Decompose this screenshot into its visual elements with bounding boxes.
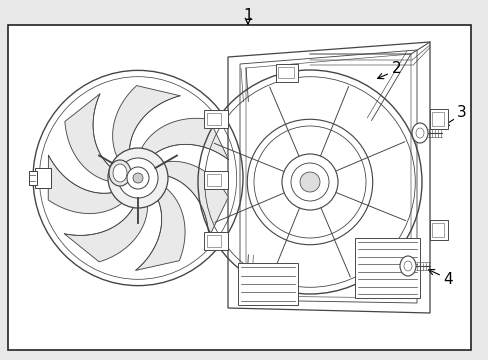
Bar xyxy=(203,232,227,250)
Polygon shape xyxy=(148,161,228,237)
Circle shape xyxy=(290,163,328,201)
Circle shape xyxy=(108,148,168,208)
Circle shape xyxy=(127,167,149,189)
Polygon shape xyxy=(48,155,133,213)
Bar xyxy=(354,238,419,298)
Polygon shape xyxy=(135,180,184,270)
Circle shape xyxy=(118,158,158,198)
Bar xyxy=(203,171,227,189)
Polygon shape xyxy=(137,118,228,166)
Bar xyxy=(275,64,297,82)
Bar xyxy=(431,112,443,126)
Circle shape xyxy=(282,154,337,210)
Bar xyxy=(29,171,37,185)
Text: 4: 4 xyxy=(442,273,452,288)
Text: 1: 1 xyxy=(243,8,252,23)
Circle shape xyxy=(299,172,319,192)
Bar xyxy=(35,168,51,188)
Polygon shape xyxy=(65,94,125,183)
Ellipse shape xyxy=(113,164,127,182)
Ellipse shape xyxy=(399,256,415,276)
Bar xyxy=(203,110,227,128)
Bar xyxy=(429,109,447,129)
Bar xyxy=(206,113,221,125)
Bar xyxy=(206,174,221,186)
Ellipse shape xyxy=(403,261,411,271)
Bar xyxy=(277,67,293,78)
Ellipse shape xyxy=(415,128,423,138)
Bar xyxy=(238,263,297,305)
Text: 3: 3 xyxy=(456,104,466,120)
Text: 2: 2 xyxy=(391,60,401,76)
Polygon shape xyxy=(112,86,180,170)
Ellipse shape xyxy=(411,123,427,143)
Bar xyxy=(206,235,221,247)
Polygon shape xyxy=(64,190,147,262)
Circle shape xyxy=(133,173,142,183)
Ellipse shape xyxy=(109,160,131,186)
Bar xyxy=(429,220,447,240)
Bar xyxy=(431,223,443,237)
